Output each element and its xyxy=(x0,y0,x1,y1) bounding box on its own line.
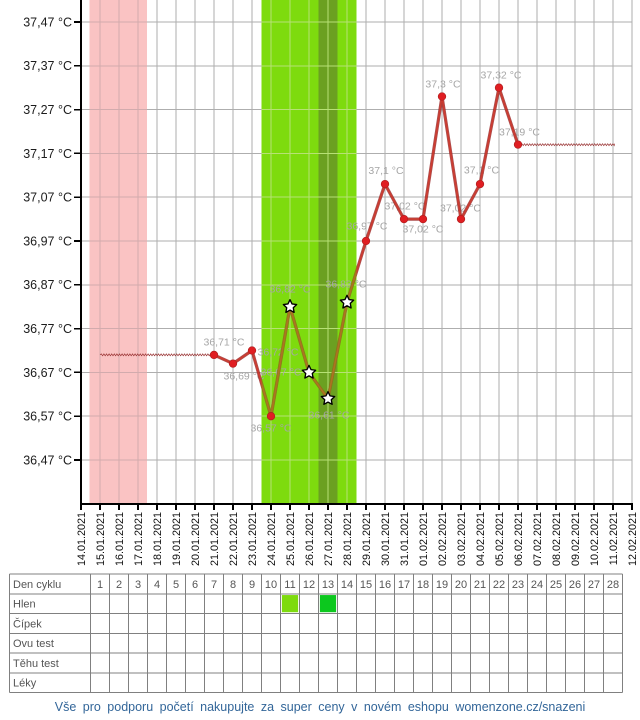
svg-text:37,17 °C: 37,17 °C xyxy=(23,147,72,161)
svg-text:36,82 °C: 36,82 °C xyxy=(270,284,311,296)
svg-text:Léky: Léky xyxy=(13,678,37,690)
svg-text:18: 18 xyxy=(417,579,429,591)
svg-text:36,67 °C: 36,67 °C xyxy=(261,367,302,379)
svg-text:23.01.2021: 23.01.2021 xyxy=(247,512,259,566)
svg-text:36,57 °C: 36,57 °C xyxy=(251,423,292,435)
svg-text:28.01.2021: 28.01.2021 xyxy=(342,512,354,566)
svg-text:6: 6 xyxy=(192,579,198,591)
svg-text:37,19 °C: 37,19 °C xyxy=(499,127,540,139)
svg-text:36,47 °C: 36,47 °C xyxy=(23,453,72,467)
svg-text:7: 7 xyxy=(211,579,217,591)
svg-text:36,72 °C: 36,72 °C xyxy=(258,347,299,359)
svg-text:37,47 °C: 37,47 °C xyxy=(23,15,72,29)
svg-text:20.01.2021: 20.01.2021 xyxy=(190,512,202,566)
svg-text:09.02.2021: 09.02.2021 xyxy=(570,512,582,566)
svg-text:23: 23 xyxy=(512,579,524,591)
svg-text:36,67 °C: 36,67 °C xyxy=(23,366,72,380)
svg-text:06.02.2021: 06.02.2021 xyxy=(513,512,525,566)
svg-text:Čípek: Čípek xyxy=(13,617,42,630)
svg-text:Těhu test: Těhu test xyxy=(13,658,59,670)
svg-text:24: 24 xyxy=(531,579,543,591)
svg-text:10: 10 xyxy=(265,579,277,591)
svg-text:36,57 °C: 36,57 °C xyxy=(23,410,72,424)
svg-text:22.01.2021: 22.01.2021 xyxy=(228,512,240,566)
svg-text:25: 25 xyxy=(550,579,562,591)
svg-text:36,97 °C: 36,97 °C xyxy=(23,234,72,248)
svg-text:31.01.2021: 31.01.2021 xyxy=(399,512,411,566)
svg-text:08.02.2021: 08.02.2021 xyxy=(551,512,563,566)
svg-text:8: 8 xyxy=(230,579,236,591)
svg-text:Hlen: Hlen xyxy=(13,599,36,611)
svg-text:25.01.2021: 25.01.2021 xyxy=(285,512,297,566)
svg-text:11: 11 xyxy=(284,579,295,591)
svg-text:26.01.2021: 26.01.2021 xyxy=(304,512,316,566)
svg-text:19.01.2021: 19.01.2021 xyxy=(171,512,183,566)
svg-text:16: 16 xyxy=(379,579,391,591)
svg-text:24.01.2021: 24.01.2021 xyxy=(266,512,278,566)
svg-text:13: 13 xyxy=(322,579,334,591)
svg-text:27.01.2021: 27.01.2021 xyxy=(323,512,335,566)
svg-text:03.02.2021: 03.02.2021 xyxy=(456,512,468,566)
svg-text:30.01.2021: 30.01.2021 xyxy=(380,512,392,566)
svg-text:37,37 °C: 37,37 °C xyxy=(23,59,72,73)
svg-text:36,77 °C: 36,77 °C xyxy=(23,322,72,336)
svg-text:22: 22 xyxy=(493,579,505,591)
svg-text:14.01.2021: 14.01.2021 xyxy=(76,512,88,566)
svg-text:15: 15 xyxy=(360,579,372,591)
svg-text:37,07 °C: 37,07 °C xyxy=(23,191,72,205)
svg-text:12: 12 xyxy=(303,579,315,591)
svg-text:37,1 °C: 37,1 °C xyxy=(368,165,404,177)
svg-text:37,27 °C: 37,27 °C xyxy=(23,103,72,117)
svg-text:21: 21 xyxy=(474,579,486,591)
svg-text:37,32 °C: 37,32 °C xyxy=(481,70,522,82)
svg-text:20: 20 xyxy=(455,579,467,591)
svg-text:15.01.2021: 15.01.2021 xyxy=(95,512,107,566)
svg-text:9: 9 xyxy=(249,579,255,591)
svg-text:36,61 °C: 36,61 °C xyxy=(309,410,350,422)
svg-text:36,97 °C: 36,97 °C xyxy=(347,221,388,233)
svg-text:26: 26 xyxy=(569,579,581,591)
svg-text:01.02.2021: 01.02.2021 xyxy=(418,512,430,566)
svg-text:11.02.2021: 11.02.2021 xyxy=(608,512,620,565)
svg-text:37,02 °C: 37,02 °C xyxy=(403,224,444,236)
svg-text:04.02.2021: 04.02.2021 xyxy=(475,512,487,566)
svg-text:29.01.2021: 29.01.2021 xyxy=(361,512,373,566)
svg-text:12.02.2021: 12.02.2021 xyxy=(627,512,639,566)
svg-text:14: 14 xyxy=(341,579,353,591)
svg-text:17.01.2021: 17.01.2021 xyxy=(133,512,145,566)
svg-text:36,83 °C: 36,83 °C xyxy=(326,279,367,291)
svg-text:3: 3 xyxy=(135,579,141,591)
svg-text:37,02 °C: 37,02 °C xyxy=(385,201,426,213)
svg-text:28: 28 xyxy=(607,579,619,591)
svg-text:07.02.2021: 07.02.2021 xyxy=(532,512,544,566)
svg-text:4: 4 xyxy=(154,579,160,591)
svg-text:Den cyklu: Den cyklu xyxy=(13,579,61,591)
svg-text:21.01.2021: 21.01.2021 xyxy=(209,512,221,566)
svg-text:2: 2 xyxy=(116,579,122,591)
svg-text:19: 19 xyxy=(436,579,448,591)
svg-text:18.01.2021: 18.01.2021 xyxy=(152,512,164,566)
svg-text:27: 27 xyxy=(588,579,600,591)
svg-text:5: 5 xyxy=(173,579,179,591)
svg-text:17: 17 xyxy=(398,579,410,591)
svg-text:05.02.2021: 05.02.2021 xyxy=(494,512,506,566)
svg-text:16.01.2021: 16.01.2021 xyxy=(114,512,126,566)
svg-text:37,3 °C: 37,3 °C xyxy=(425,79,461,91)
svg-text:36,87 °C: 36,87 °C xyxy=(23,278,72,292)
svg-text:Ovu test: Ovu test xyxy=(13,638,54,650)
svg-text:Vše pro podporu početí nakupuj: Vše pro podporu početí nakupujte za supe… xyxy=(55,700,586,714)
svg-text:02.02.2021: 02.02.2021 xyxy=(437,512,449,566)
svg-text:10.02.2021: 10.02.2021 xyxy=(589,512,601,566)
svg-text:1: 1 xyxy=(97,579,103,591)
svg-text:36,69 °C: 36,69 °C xyxy=(224,371,265,383)
svg-text:36,71 °C: 36,71 °C xyxy=(204,337,245,349)
